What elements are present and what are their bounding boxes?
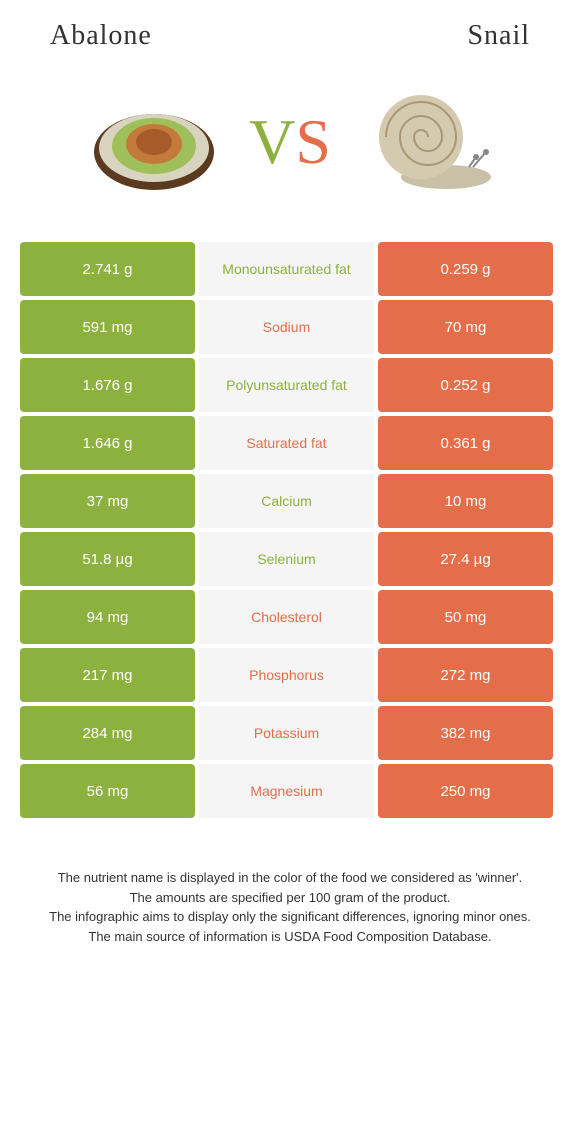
nutrient-name: Magnesium <box>199 764 374 818</box>
vs-v: V <box>249 106 295 177</box>
left-value: 1.646 g <box>20 416 195 470</box>
footer-notes: The nutrient name is displayed in the co… <box>20 868 560 966</box>
nutrient-name: Monounsaturated fat <box>199 242 374 296</box>
left-value: 56 mg <box>20 764 195 818</box>
table-row: 56 mg Magnesium 250 mg <box>20 764 560 818</box>
left-value: 284 mg <box>20 706 195 760</box>
left-value: 37 mg <box>20 474 195 528</box>
right-value: 382 mg <box>378 706 553 760</box>
footer-line: The amounts are specified per 100 gram o… <box>35 888 545 908</box>
vs-label: VS <box>249 105 331 179</box>
nutrient-name: Potassium <box>199 706 374 760</box>
page-container: Abalone Snail VS <box>0 0 580 966</box>
header-row: Abalone Snail <box>20 20 560 52</box>
abalone-image <box>79 82 229 202</box>
right-value: 27.4 µg <box>378 532 553 586</box>
right-value: 272 mg <box>378 648 553 702</box>
table-row: 1.676 g Polyunsaturated fat 0.252 g <box>20 358 560 412</box>
table-row: 1.646 g Saturated fat 0.361 g <box>20 416 560 470</box>
right-value: 0.361 g <box>378 416 553 470</box>
right-value: 0.252 g <box>378 358 553 412</box>
vs-s: S <box>295 106 331 177</box>
left-value: 591 mg <box>20 300 195 354</box>
footer-line: The infographic aims to display only the… <box>35 907 545 927</box>
nutrient-table: 2.741 g Monounsaturated fat 0.259 g 591 … <box>20 242 560 818</box>
left-value: 217 mg <box>20 648 195 702</box>
left-value: 2.741 g <box>20 242 195 296</box>
right-value: 250 mg <box>378 764 553 818</box>
right-value: 50 mg <box>378 590 553 644</box>
table-row: 284 mg Potassium 382 mg <box>20 706 560 760</box>
vs-row: VS <box>20 82 560 202</box>
nutrient-name: Phosphorus <box>199 648 374 702</box>
right-value: 0.259 g <box>378 242 553 296</box>
left-title: Abalone <box>50 20 152 52</box>
table-row: 2.741 g Monounsaturated fat 0.259 g <box>20 242 560 296</box>
snail-image <box>351 82 501 202</box>
nutrient-name: Calcium <box>199 474 374 528</box>
right-value: 10 mg <box>378 474 553 528</box>
nutrient-name: Sodium <box>199 300 374 354</box>
nutrient-name: Saturated fat <box>199 416 374 470</box>
table-row: 591 mg Sodium 70 mg <box>20 300 560 354</box>
nutrient-name: Polyunsaturated fat <box>199 358 374 412</box>
table-row: 217 mg Phosphorus 272 mg <box>20 648 560 702</box>
left-value: 94 mg <box>20 590 195 644</box>
right-value: 70 mg <box>378 300 553 354</box>
nutrient-name: Selenium <box>199 532 374 586</box>
left-value: 1.676 g <box>20 358 195 412</box>
nutrient-name: Cholesterol <box>199 590 374 644</box>
footer-line: The main source of information is USDA F… <box>35 927 545 947</box>
table-row: 51.8 µg Selenium 27.4 µg <box>20 532 560 586</box>
footer-line: The nutrient name is displayed in the co… <box>35 868 545 888</box>
left-value: 51.8 µg <box>20 532 195 586</box>
table-row: 94 mg Cholesterol 50 mg <box>20 590 560 644</box>
table-row: 37 mg Calcium 10 mg <box>20 474 560 528</box>
right-title: Snail <box>467 20 530 52</box>
